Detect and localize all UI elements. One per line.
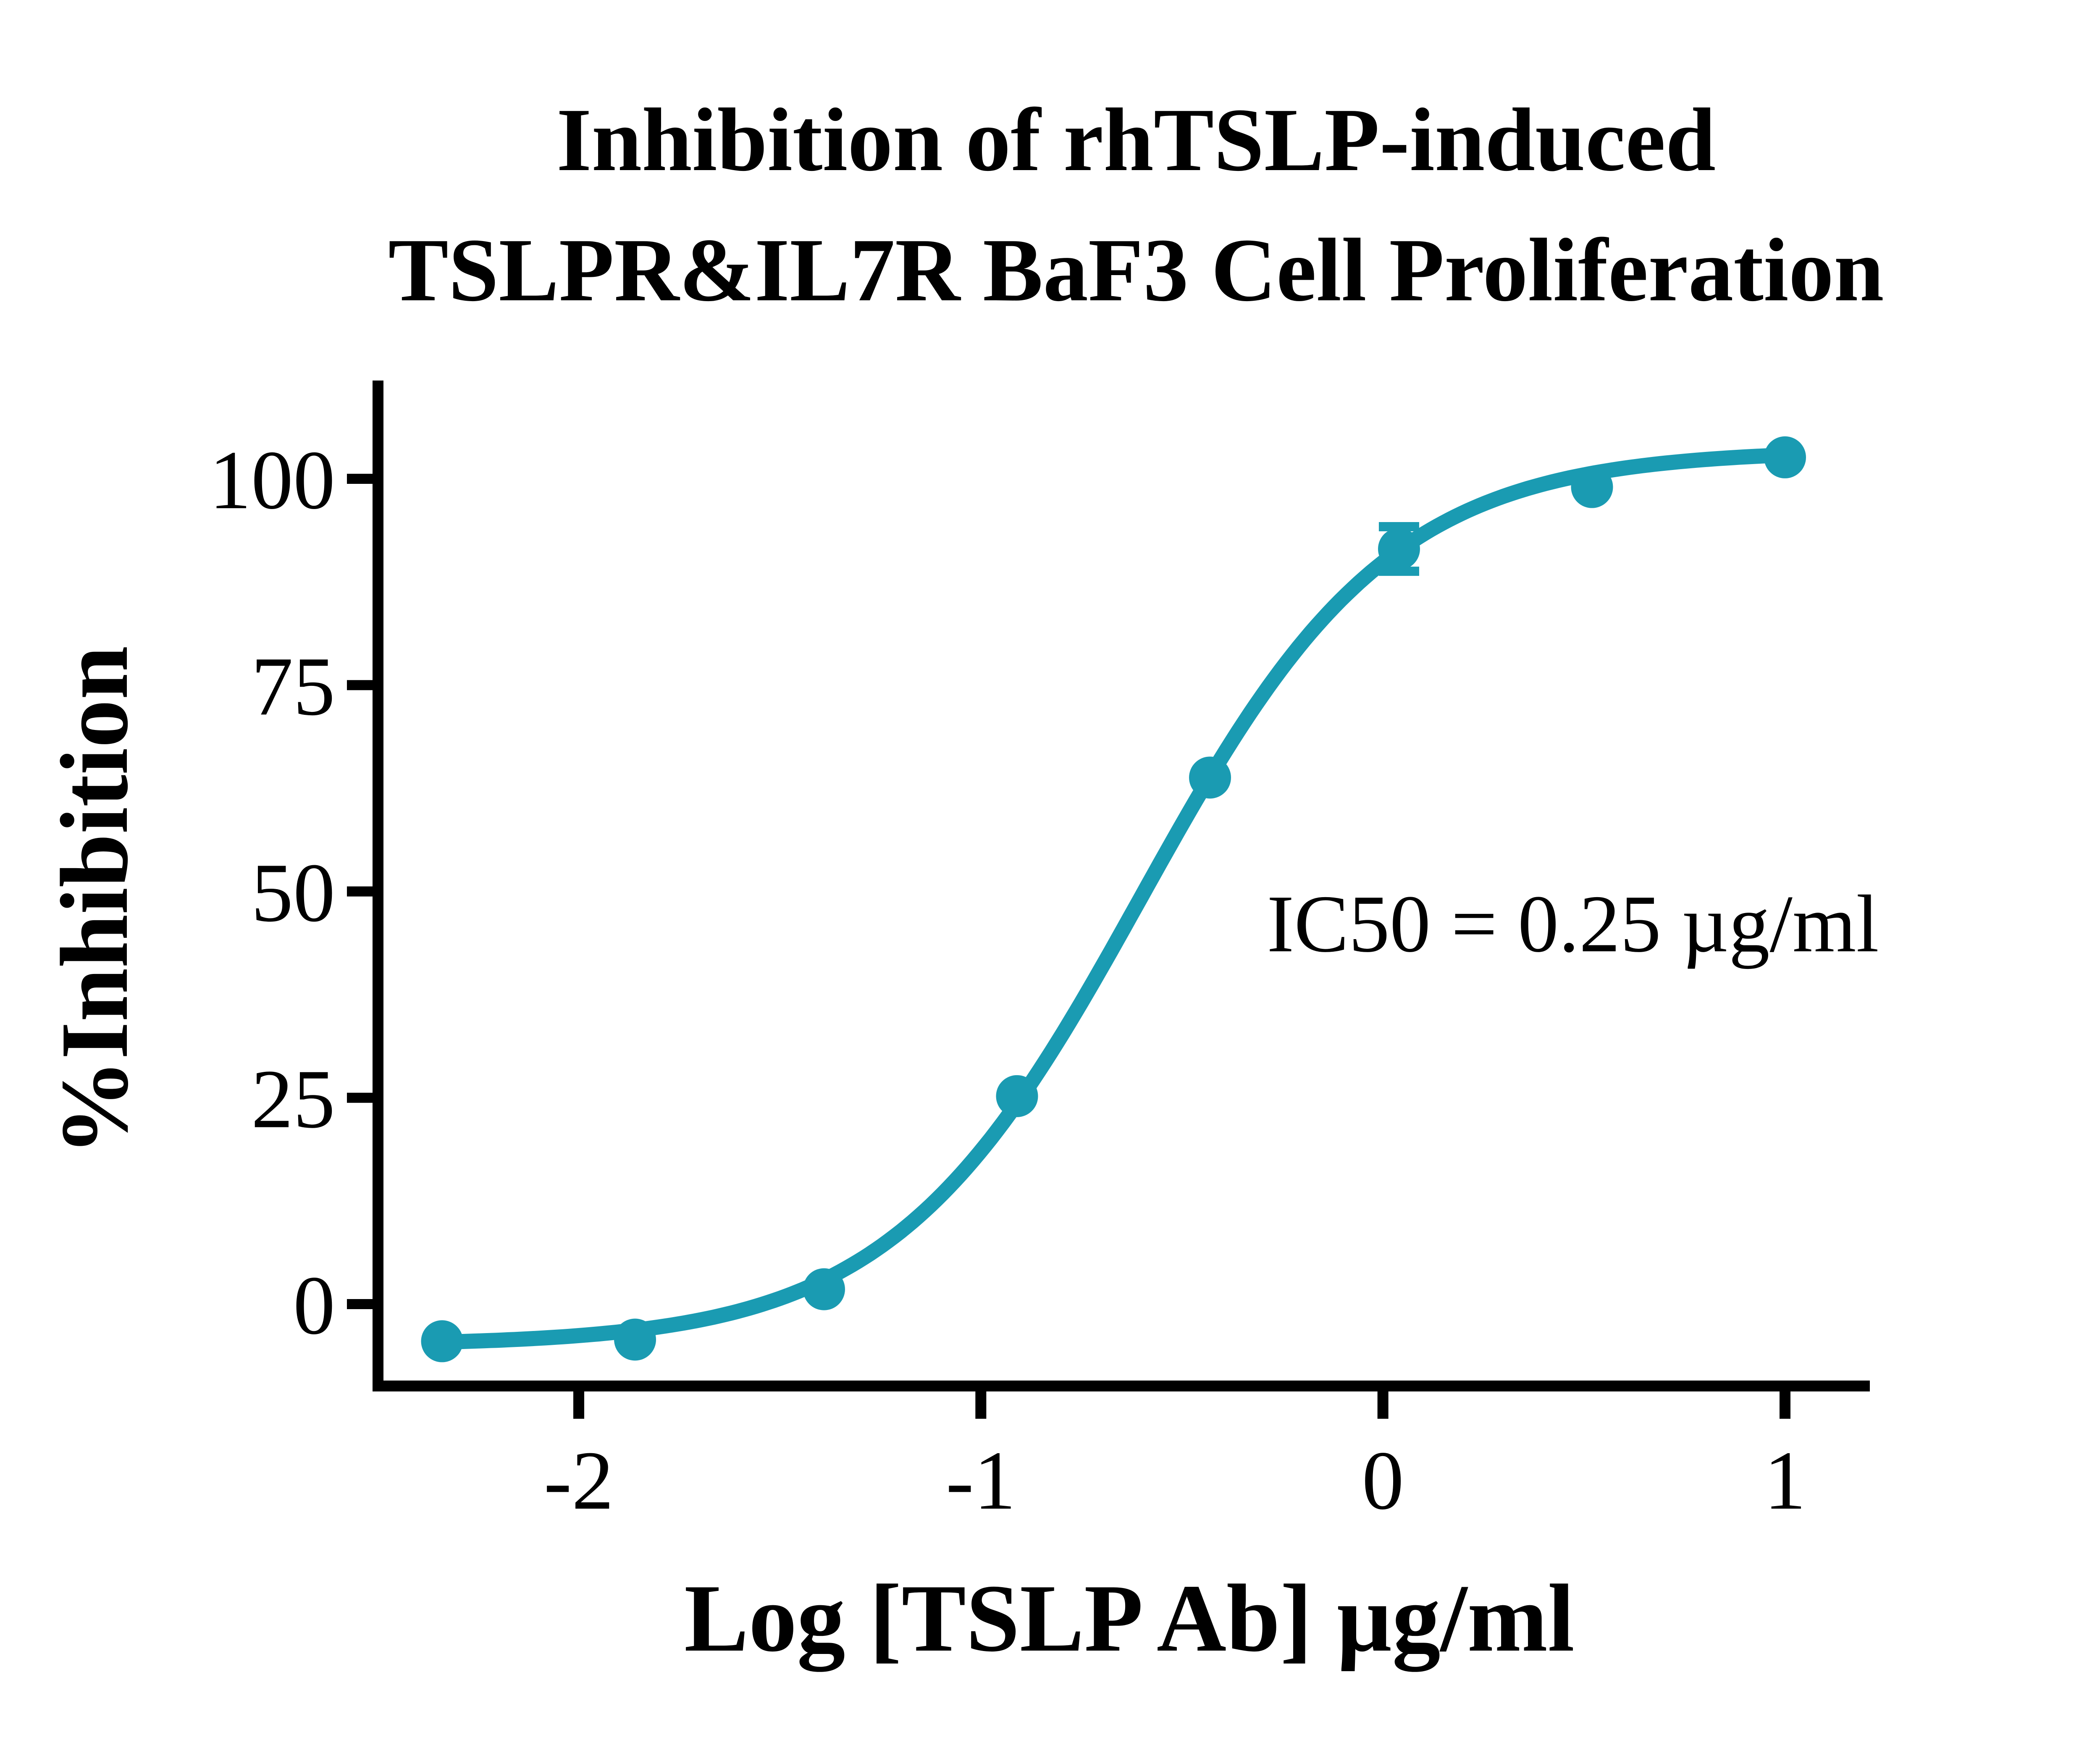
axis-tick-labels: 0 25 50 75 100 -2 -1 0 1: [209, 434, 1806, 1527]
data-series: [421, 436, 1806, 1362]
data-point: [614, 1318, 656, 1361]
y-tick-label: 0: [293, 1259, 335, 1352]
x-tick-label: -1: [946, 1434, 1016, 1527]
data-point: [996, 1075, 1038, 1117]
y-tick-label: 75: [251, 640, 335, 733]
x-tick-label: -2: [544, 1434, 614, 1527]
y-tick-label: 100: [209, 434, 335, 527]
axes: [373, 381, 1870, 1391]
x-axis-label: Log [TSLP Ab] µg/ml: [684, 1564, 1575, 1672]
data-point: [1189, 756, 1231, 799]
data-point: [421, 1320, 463, 1362]
data-point: [1571, 466, 1613, 508]
fit-curve: [434, 447, 1789, 1350]
x-tick-label: 1: [1764, 1434, 1806, 1527]
chart-title-line2: TSLPR&IL7R BaF3 Cell Proliferation: [388, 220, 1884, 320]
chart-title-line1: Inhibition of rhTSLP-induced: [556, 89, 1716, 190]
data-point: [1378, 528, 1420, 570]
x-tick-label: 0: [1362, 1434, 1404, 1527]
data-point: [803, 1268, 845, 1310]
ic50-annotation: IC50 = 0.25 µg/ml: [1267, 879, 1879, 969]
data-point: [1764, 436, 1806, 478]
axis-ticks: [347, 474, 1790, 1419]
y-tick-label: 50: [251, 847, 335, 940]
y-tick-label: 25: [251, 1053, 335, 1146]
y-axis-label: %Inhibition: [41, 646, 148, 1156]
